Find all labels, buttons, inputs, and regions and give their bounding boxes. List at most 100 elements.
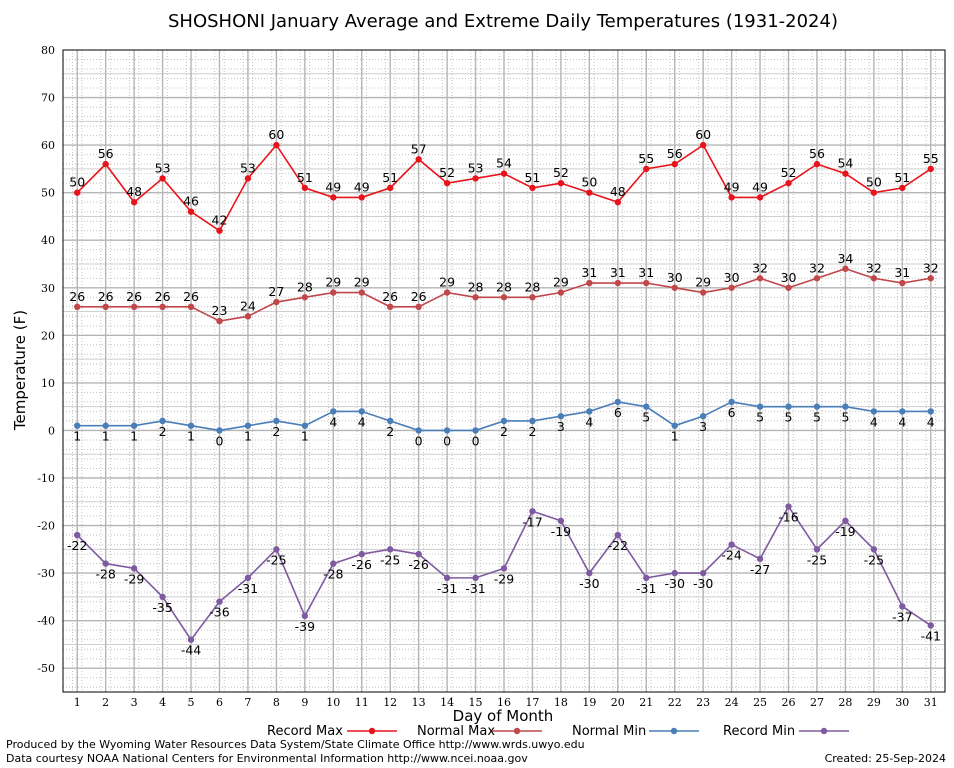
record-min-point — [500, 565, 508, 572]
record-max-point — [301, 184, 309, 192]
record-min-point — [870, 546, 878, 553]
normal-min-data-label: 1 — [301, 429, 309, 444]
record-min-data-label: -24 — [721, 548, 741, 563]
record-max-data-label: 49 — [354, 179, 370, 194]
record-max-point — [842, 170, 849, 177]
record-max-data-label: 48 — [126, 184, 142, 199]
normal-min-data-label: 0 — [216, 433, 224, 448]
record-max-data-label: 53 — [468, 160, 484, 175]
normal-max-point — [244, 313, 252, 320]
x-tick-label: 2 — [102, 696, 109, 709]
normal-min-data-label: 1 — [671, 429, 679, 444]
normal-min-data-label: 4 — [358, 414, 366, 429]
y-tick-label: 20 — [41, 329, 55, 342]
legend-label-record-min: Record Min — [723, 724, 795, 739]
footer-created-date: Created: 25-Sep-2024 — [825, 752, 946, 765]
normal-min-data-label: 0 — [472, 433, 480, 448]
normal-max-point — [643, 279, 650, 287]
record-max-point — [74, 189, 81, 196]
legend-swatch-marker-normal-max — [513, 727, 521, 735]
normal-min-data-label: 4 — [585, 414, 593, 429]
record-max-series: 50 56 48 53 46 42 53 60 51 49 49 51 57 52 53 54 51 52 50 48… — [69, 127, 939, 234]
x-tick-label: 29 — [867, 696, 881, 709]
record-min-point — [927, 622, 934, 629]
normal-min-point — [813, 403, 821, 410]
normal-min-point — [586, 408, 593, 415]
normal-max-data-label: 29 — [553, 275, 569, 290]
x-tick-label: 5 — [188, 696, 195, 709]
record-max-point — [643, 165, 650, 173]
record-max-data-label: 51 — [382, 170, 398, 185]
record-max-point — [216, 227, 223, 234]
normal-max-point — [130, 303, 138, 310]
record-max-data-label: 57 — [411, 141, 427, 156]
x-tick-label: 10 — [326, 696, 340, 709]
normal-max-data-label: 30 — [781, 270, 797, 285]
record-min-point — [216, 598, 223, 605]
normal-max-point — [899, 279, 906, 287]
record-max-point — [102, 160, 109, 168]
normal-min-data-label: 0 — [443, 433, 451, 448]
normal-max-point — [529, 294, 536, 301]
normal-min-point — [130, 422, 138, 429]
record-min-series: -22-28 -29-35-44-36-31-25-39-28-26 -25 -26-… — [67, 503, 941, 658]
x-tick-label: 7 — [244, 696, 251, 709]
normal-min-point — [557, 412, 565, 420]
record-min-data-label: -25 — [380, 552, 400, 567]
normal-max-point — [614, 279, 622, 287]
normal-min-data-label: 5 — [813, 410, 821, 425]
record-max-data-label: 51 — [524, 170, 540, 185]
record-max-data-label: 60 — [695, 127, 711, 142]
normal-min-point — [102, 422, 109, 429]
record-min-point — [643, 574, 650, 582]
normal-min-point — [358, 408, 365, 415]
normal-max-point — [443, 289, 451, 296]
x-tick-label: 28 — [838, 696, 852, 709]
record-max-data-label: 46 — [183, 194, 199, 209]
record-min-point — [330, 560, 337, 567]
record-max-data-label: 52 — [781, 165, 797, 180]
x-tick-label: 11 — [355, 696, 369, 709]
normal-max-point — [813, 275, 821, 282]
normal-max-point — [273, 298, 280, 306]
legend-swatch-marker-record-max — [368, 727, 376, 735]
normal-max-data-label: 28 — [468, 279, 484, 294]
normal-min-data-label: 2 — [528, 424, 536, 439]
normal-max-data-label: 24 — [240, 298, 256, 313]
record-min-data-label: -28 — [95, 567, 115, 582]
normal-max-data-label: 32 — [866, 260, 882, 275]
normal-max-data-label: 23 — [212, 303, 228, 318]
normal-max-point — [699, 289, 707, 296]
record-max-point — [586, 189, 593, 196]
normal-min-data-label: 0 — [415, 433, 423, 448]
footer-produced-by: Produced by the Wyoming Water Resources … — [6, 738, 585, 751]
record-min-data-label: -35 — [152, 600, 172, 615]
normal-max-data-label: 28 — [524, 279, 540, 294]
normal-min-data-label: 5 — [642, 410, 650, 425]
record-min-point — [443, 574, 451, 582]
x-tick-label: 1 — [74, 696, 81, 709]
normal-max-data-label: 32 — [923, 260, 939, 275]
record-max-point — [187, 208, 195, 215]
normal-min-point — [330, 408, 337, 415]
normal-min-data-label: 1 — [102, 429, 110, 444]
record-min-data-label: -19 — [551, 524, 571, 539]
record-min-data-label: -41 — [921, 628, 941, 643]
normal-max-point — [472, 294, 479, 301]
normal-min-data-label: 4 — [329, 414, 337, 429]
y-tick-label: 0 — [48, 424, 55, 437]
y-tick-label: -40 — [37, 615, 55, 628]
normal-max-data-label: 26 — [69, 289, 85, 304]
normal-min-point — [273, 417, 280, 425]
normal-max-data-label: 26 — [126, 289, 142, 304]
record-max-point — [159, 175, 166, 182]
record-min-data-label: -25 — [266, 552, 286, 567]
record-min-data-label: -37 — [892, 609, 912, 624]
normal-min-data-label: 2 — [500, 424, 508, 439]
record-max-point — [870, 189, 878, 196]
normal-max-point — [500, 294, 508, 301]
normal-max-data-label: 32 — [809, 260, 825, 275]
record-max-point — [899, 184, 906, 192]
record-max-point — [927, 165, 934, 173]
